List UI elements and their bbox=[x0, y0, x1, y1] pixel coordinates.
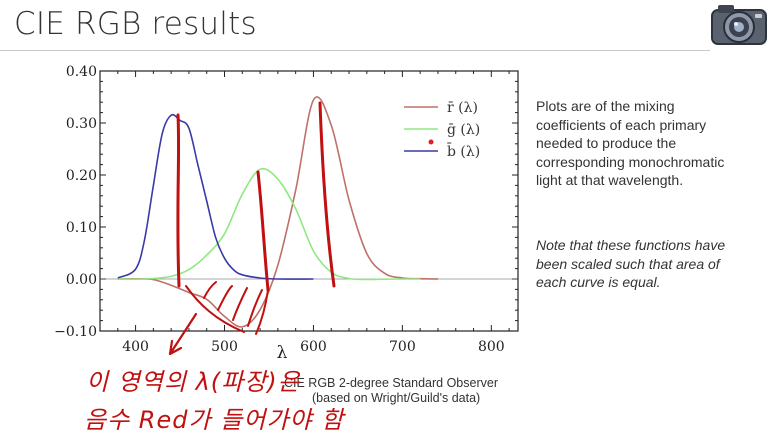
x-tick-labels: 400 500 600 700 800 bbox=[122, 339, 504, 355]
red-peak-mark bbox=[318, 101, 336, 288]
red-curve bbox=[117, 96, 439, 328]
caption-line-1: CIE RGB 2-degree Standard Observer bbox=[284, 376, 498, 390]
green-peak-mark bbox=[256, 170, 270, 292]
x-tick-label: 700 bbox=[389, 339, 416, 355]
camera-logo-icon bbox=[711, 5, 767, 45]
axis-ticks bbox=[100, 70, 518, 332]
y-tick-labels: −0.10 0.00 0.10 0.20 0.30 0.40 bbox=[54, 64, 97, 340]
x-tick-label: 500 bbox=[211, 339, 238, 355]
blue-peak-mark bbox=[176, 113, 181, 288]
legend-item-r-label: r̄ (λ) bbox=[447, 100, 478, 116]
y-tick-label: −0.10 bbox=[54, 324, 97, 340]
curves bbox=[117, 96, 439, 328]
plot-frame bbox=[99, 70, 519, 332]
y-tick-label: 0.20 bbox=[66, 168, 97, 184]
note-text: Note that these functions have been scal… bbox=[536, 237, 726, 290]
legend-dot-mark bbox=[428, 139, 434, 145]
description-text: Plots are of the mixing coefficients of … bbox=[536, 98, 725, 188]
slide-title: CIE RGB results bbox=[14, 6, 257, 42]
figure-caption: CIE RGB 2-degree Standard Observer (base… bbox=[284, 376, 544, 406]
x-tick-label: 600 bbox=[300, 339, 327, 355]
x-tick-label: 800 bbox=[478, 339, 505, 355]
x-axis-label: λ bbox=[277, 343, 288, 363]
y-tick-label: 0.30 bbox=[66, 116, 97, 132]
handwritten-annotation-line-1: 이 영역의 λ(파장)은 bbox=[86, 368, 301, 396]
legend: r̄ (λ) ḡ (λ) b̄ (λ) bbox=[404, 100, 480, 160]
y-tick-label: 0.00 bbox=[66, 272, 97, 288]
caption-line-2: (based on Wright/Guild's data) bbox=[312, 391, 481, 405]
negative-region-hatch bbox=[185, 281, 269, 335]
y-tick-label: 0.40 bbox=[66, 64, 97, 80]
green-curve bbox=[117, 167, 421, 281]
x-tick-label: 400 bbox=[122, 339, 149, 355]
handwritten-annotation-line-2: 음수 Red가 들어가야 함 bbox=[84, 406, 345, 434]
y-tick-label: 0.10 bbox=[66, 220, 97, 236]
legend-item-b-label: b̄ (λ) bbox=[447, 142, 480, 160]
legend-item-g-label: ḡ (λ) bbox=[447, 122, 480, 138]
cie-rgb-chart: 400 500 600 700 800 −0.10 0.00 0.10 0.20 0.30 0.4… bbox=[54, 64, 519, 363]
arrow-mark bbox=[168, 312, 198, 356]
handwritten-marks bbox=[168, 101, 434, 356]
blue-curve bbox=[117, 113, 314, 280]
title-divider bbox=[0, 50, 710, 51]
